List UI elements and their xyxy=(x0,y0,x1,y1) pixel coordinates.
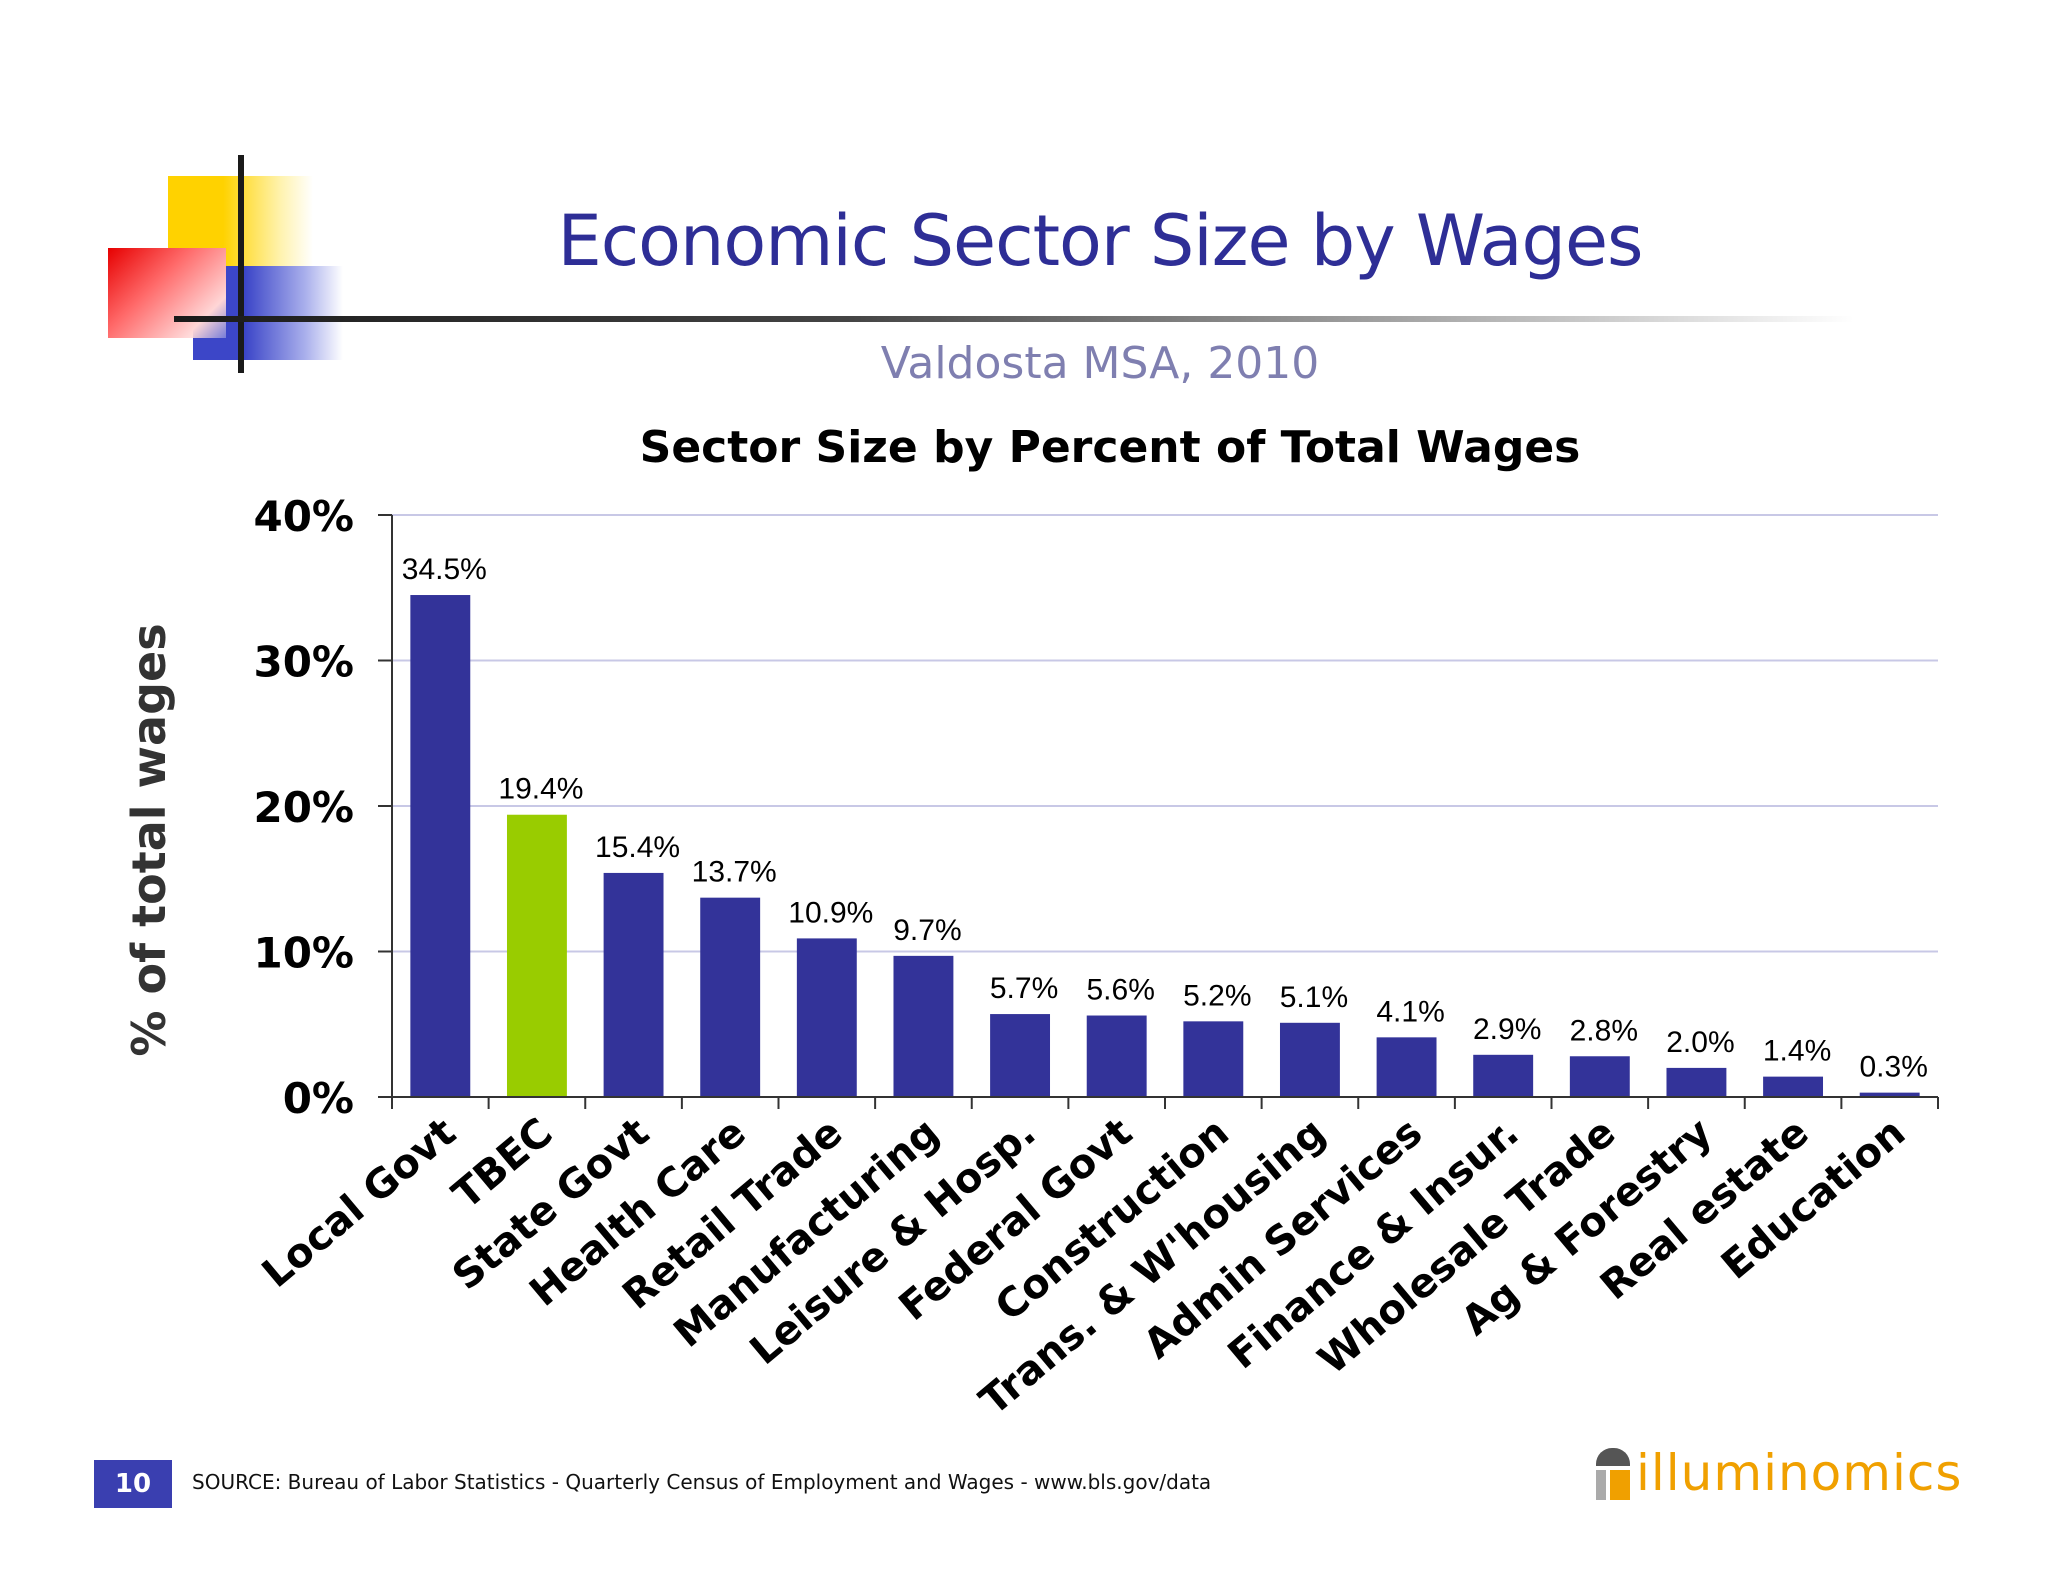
bar xyxy=(796,938,857,1097)
slide-subtitle: Valdosta MSA, 2010 xyxy=(880,338,1320,389)
data-label: 19.4% xyxy=(498,773,583,806)
y-tick-label: 10% xyxy=(253,929,354,978)
slide-title: Economic Sector Size by Wages xyxy=(557,200,1643,282)
source-note: SOURCE: Bureau of Labor Statistics - Qua… xyxy=(192,1470,1212,1494)
y-tick-label: 0% xyxy=(283,1074,354,1123)
decor-vertical-line xyxy=(238,155,244,373)
category-label: Local Govt xyxy=(254,1109,465,1296)
bar xyxy=(410,595,471,1097)
logo-icon xyxy=(1596,1448,1630,1500)
y-axis-label: % of total wages xyxy=(122,623,176,1056)
bar xyxy=(1859,1092,1920,1097)
data-label: 4.1% xyxy=(1376,995,1444,1028)
bar xyxy=(1763,1076,1824,1097)
decor-horizontal-line xyxy=(174,316,1854,322)
data-label: 5.2% xyxy=(1183,979,1251,1012)
data-label: 2.8% xyxy=(1570,1014,1638,1047)
data-label: 5.1% xyxy=(1280,981,1348,1014)
data-label: 34.5% xyxy=(402,553,487,586)
bar xyxy=(506,814,567,1097)
bar xyxy=(1376,1037,1437,1097)
bar xyxy=(603,872,664,1097)
logo-text: illuminomics xyxy=(1636,1444,1963,1502)
bar-chart: Sector Size by Percent of Total Wages % … xyxy=(122,422,1939,1424)
bar xyxy=(1666,1067,1727,1097)
chart-title: Sector Size by Percent of Total Wages xyxy=(640,422,1581,473)
y-tick-label: 30% xyxy=(253,638,354,687)
bar xyxy=(1473,1054,1534,1097)
data-label: 2.9% xyxy=(1473,1013,1541,1046)
bar xyxy=(1279,1022,1340,1097)
bar xyxy=(700,897,761,1097)
data-label: 10.9% xyxy=(788,896,873,929)
data-label: 2.0% xyxy=(1666,1026,1734,1059)
page-number: 10 xyxy=(94,1460,172,1508)
data-label: 9.7% xyxy=(893,914,961,947)
decor-red-square xyxy=(108,248,226,338)
data-label: 13.7% xyxy=(692,856,777,889)
bar xyxy=(1183,1021,1244,1097)
y-tick-label: 20% xyxy=(253,783,354,832)
data-label: 1.4% xyxy=(1763,1035,1831,1068)
illuminomics-logo: illuminomics xyxy=(1596,1444,1976,1514)
y-tick-label: 40% xyxy=(253,492,354,541)
bar xyxy=(893,955,954,1097)
data-label: 0.3% xyxy=(1859,1051,1927,1084)
bar xyxy=(1086,1015,1147,1097)
bar xyxy=(990,1014,1051,1097)
bar xyxy=(1569,1056,1630,1097)
data-label: 5.7% xyxy=(990,972,1058,1005)
data-label: 5.6% xyxy=(1086,974,1154,1007)
data-label: 15.4% xyxy=(595,831,680,864)
